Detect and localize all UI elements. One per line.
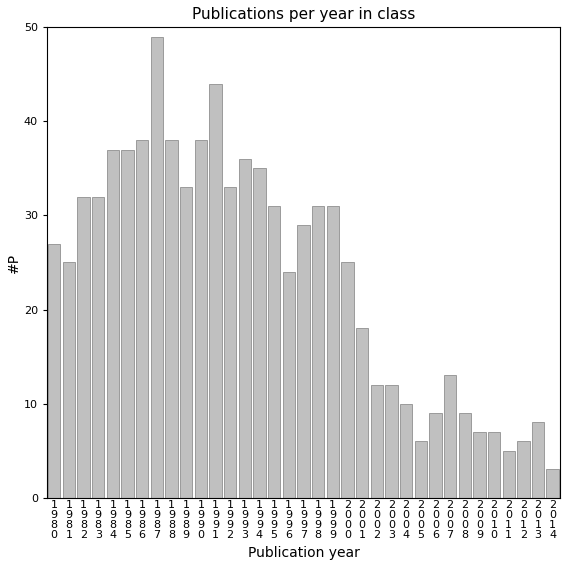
Bar: [194, 140, 207, 498]
Bar: [327, 206, 339, 498]
Bar: [77, 197, 90, 498]
Bar: [282, 272, 295, 498]
Bar: [239, 159, 251, 498]
Y-axis label: #P: #P: [7, 252, 21, 273]
Bar: [385, 385, 397, 498]
Bar: [297, 225, 310, 498]
Bar: [92, 197, 104, 498]
Bar: [429, 413, 442, 498]
Bar: [48, 244, 61, 498]
Bar: [371, 385, 383, 498]
Bar: [136, 140, 149, 498]
Bar: [209, 84, 222, 498]
Bar: [356, 328, 369, 498]
Bar: [532, 422, 544, 498]
Bar: [253, 168, 266, 498]
Bar: [414, 441, 427, 498]
Bar: [400, 404, 412, 498]
Bar: [444, 375, 456, 498]
Bar: [62, 263, 75, 498]
Bar: [341, 263, 354, 498]
Title: Publications per year in class: Publications per year in class: [192, 7, 415, 22]
Bar: [502, 451, 515, 498]
Bar: [165, 140, 177, 498]
Bar: [180, 187, 192, 498]
X-axis label: Publication year: Publication year: [248, 546, 359, 560]
Bar: [107, 150, 119, 498]
Bar: [224, 187, 236, 498]
Bar: [488, 432, 500, 498]
Bar: [473, 432, 486, 498]
Bar: [151, 37, 163, 498]
Bar: [459, 413, 471, 498]
Bar: [268, 206, 280, 498]
Bar: [547, 469, 559, 498]
Bar: [312, 206, 324, 498]
Bar: [517, 441, 530, 498]
Bar: [121, 150, 134, 498]
